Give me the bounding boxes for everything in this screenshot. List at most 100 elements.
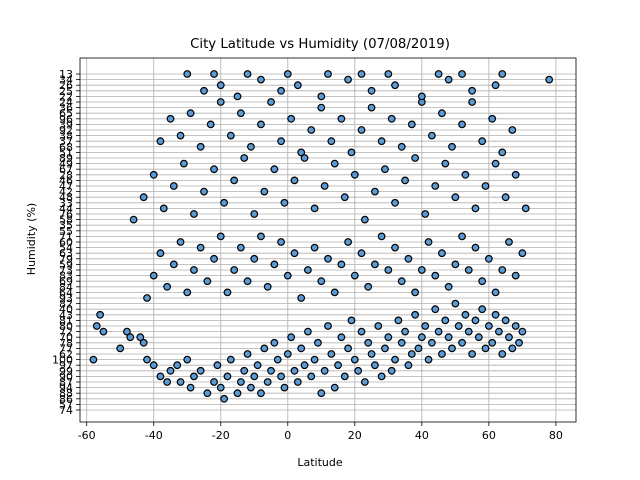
data-point bbox=[397, 338, 406, 347]
data-point bbox=[498, 70, 507, 78]
data-point bbox=[327, 350, 336, 358]
data-point bbox=[340, 193, 349, 202]
data-point bbox=[163, 378, 172, 386]
data-point bbox=[491, 310, 500, 319]
data-point bbox=[521, 204, 530, 213]
data-point bbox=[417, 92, 426, 101]
data-point bbox=[216, 98, 225, 106]
data-point bbox=[156, 372, 165, 381]
data-point bbox=[203, 277, 212, 286]
data-point bbox=[314, 338, 322, 347]
data-point bbox=[243, 70, 252, 78]
x-tick-label: 80 bbox=[549, 429, 563, 442]
data-point bbox=[280, 198, 289, 207]
y-tick-label: 97 bbox=[59, 359, 73, 372]
y-tick-label: 81 bbox=[59, 314, 73, 327]
data-point bbox=[196, 243, 205, 252]
data-point bbox=[364, 338, 373, 347]
y-tick-label: 89 bbox=[59, 152, 73, 165]
data-point bbox=[236, 378, 245, 386]
x-tick-label: -20 bbox=[212, 429, 230, 442]
data-point bbox=[216, 232, 225, 241]
data-point bbox=[183, 355, 192, 364]
data-point bbox=[394, 316, 403, 325]
data-point bbox=[166, 366, 175, 375]
data-point bbox=[411, 310, 420, 319]
data-point bbox=[317, 103, 326, 112]
y-tick-label: 86 bbox=[59, 393, 73, 406]
data-point bbox=[320, 366, 329, 375]
data-point bbox=[498, 266, 507, 274]
y-tick-label: 24 bbox=[59, 96, 73, 109]
x-axis-label: Latitude bbox=[297, 456, 343, 469]
data-point bbox=[297, 294, 306, 302]
data-point bbox=[230, 266, 239, 274]
data-point bbox=[220, 394, 229, 403]
y-tick-label: 62 bbox=[59, 348, 73, 361]
data-point bbox=[149, 170, 158, 179]
y-tick-label: 67 bbox=[59, 163, 73, 176]
y-tick-label: 92 bbox=[59, 124, 73, 137]
data-point bbox=[478, 277, 487, 286]
data-point bbox=[257, 120, 265, 129]
data-point bbox=[203, 389, 212, 398]
data-point bbox=[471, 316, 480, 325]
data-point bbox=[149, 271, 158, 280]
data-point bbox=[350, 170, 359, 179]
y-axis-ticks: 7457868894879099971006277787072808143408… bbox=[52, 68, 80, 417]
data-point bbox=[270, 260, 279, 269]
data-point bbox=[183, 70, 192, 78]
data-point bbox=[257, 75, 265, 84]
data-point bbox=[247, 383, 255, 392]
data-point bbox=[545, 75, 554, 84]
data-point bbox=[481, 344, 490, 353]
data-point bbox=[367, 103, 376, 112]
data-point bbox=[290, 176, 299, 185]
data-point bbox=[421, 210, 430, 218]
data-point bbox=[226, 355, 235, 364]
y-tick-label: 60 bbox=[59, 236, 73, 249]
data-point bbox=[438, 109, 446, 118]
data-point bbox=[431, 271, 440, 280]
y-tick-label: 25 bbox=[59, 85, 73, 98]
y-tick-label: 54 bbox=[59, 242, 73, 255]
data-point bbox=[448, 344, 456, 353]
data-point bbox=[505, 238, 513, 246]
data-point bbox=[360, 378, 369, 386]
data-point bbox=[210, 254, 218, 263]
data-point bbox=[267, 98, 275, 106]
data-point bbox=[116, 344, 125, 353]
data-point bbox=[501, 193, 510, 202]
data-point bbox=[461, 310, 470, 319]
data-point bbox=[391, 81, 399, 90]
data-point bbox=[411, 154, 420, 162]
data-point bbox=[287, 333, 296, 342]
data-point bbox=[166, 114, 175, 123]
data-point bbox=[320, 182, 329, 190]
data-point bbox=[478, 137, 487, 146]
data-point bbox=[250, 372, 259, 381]
y-tick-label: 70 bbox=[59, 331, 73, 344]
data-point bbox=[196, 366, 205, 375]
data-point bbox=[310, 204, 319, 213]
data-point bbox=[303, 327, 312, 336]
data-point bbox=[257, 389, 265, 398]
y-tick-label: 76 bbox=[59, 208, 73, 221]
data-point bbox=[407, 120, 416, 129]
y-tick-label: 13 bbox=[59, 68, 73, 81]
data-point bbox=[431, 182, 440, 190]
data-point bbox=[263, 282, 272, 291]
y-tick-label: 38 bbox=[59, 130, 73, 143]
data-point bbox=[220, 198, 229, 207]
data-point bbox=[364, 282, 373, 291]
data-point bbox=[273, 355, 282, 364]
data-point bbox=[501, 316, 510, 325]
data-point bbox=[357, 327, 366, 336]
data-point bbox=[173, 361, 182, 370]
data-point bbox=[468, 98, 477, 106]
data-point bbox=[441, 316, 450, 325]
data-point bbox=[401, 327, 409, 336]
y-tick-label: 69 bbox=[59, 275, 73, 288]
data-point bbox=[387, 114, 396, 123]
data-point bbox=[434, 70, 443, 78]
